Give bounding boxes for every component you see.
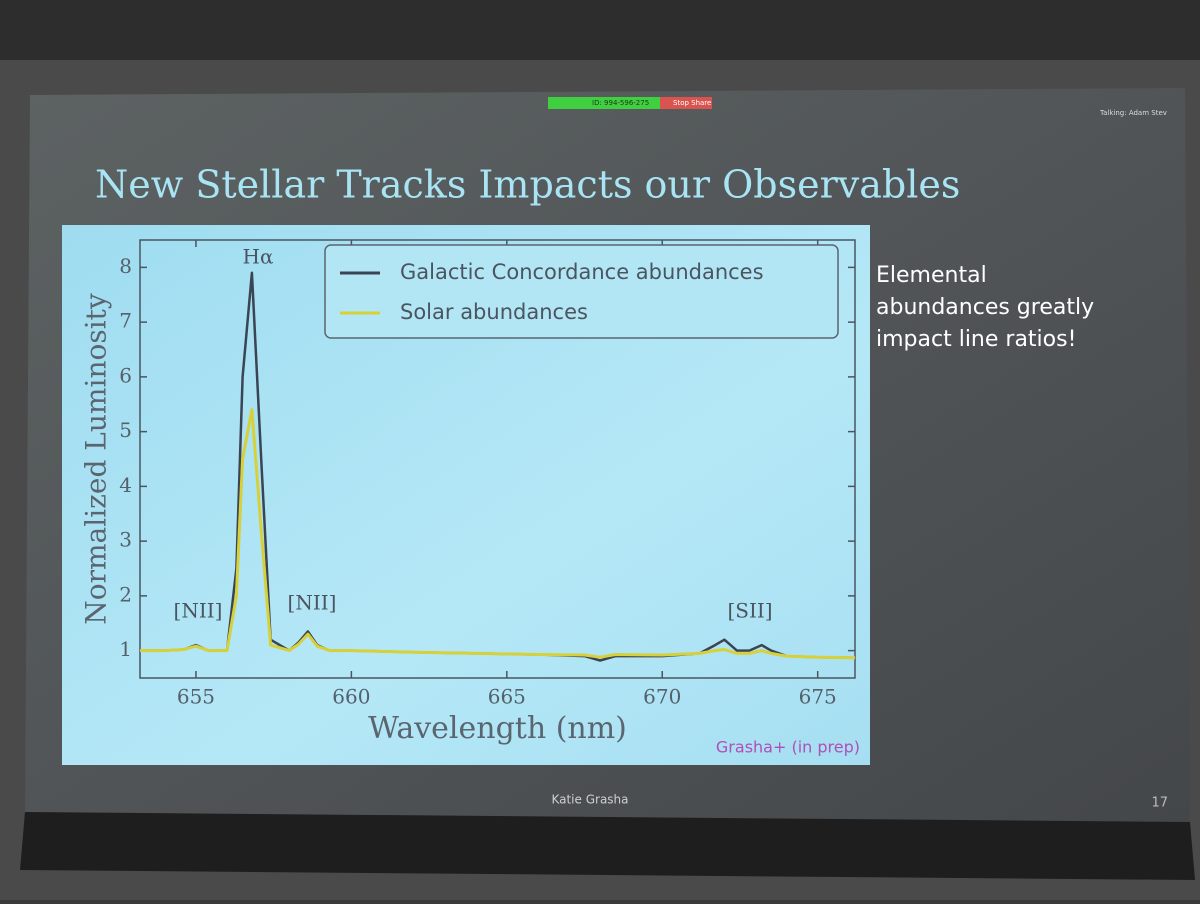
legend-label: Solar abundances <box>400 300 588 324</box>
y-tick-label: 2 <box>119 582 132 606</box>
zoom-id-box <box>548 97 660 109</box>
y-tick-label: 6 <box>119 363 132 387</box>
x-tick-label: 675 <box>799 685 837 709</box>
side-text: Elemental abundances greatly impact line r… <box>876 263 1094 352</box>
chart: 1 2 3 4 5 6 7 8 655 660 665 670 675 Wavelength (nm) No… <box>80 239 860 757</box>
plot-frame <box>139 239 856 679</box>
line-annotation: [NII] <box>288 591 337 615</box>
slide-bottom-bar <box>20 812 1195 880</box>
x-axis-label: Wavelength (nm) <box>368 711 627 746</box>
line-annotation: [SII] <box>727 599 772 623</box>
y-tick-label: 4 <box>119 473 132 497</box>
y-tick-label: 5 <box>119 418 132 442</box>
x-tick-label: 660 <box>332 685 370 709</box>
side-text-line: abundances greatly <box>876 295 1094 320</box>
x-tick-label: 655 <box>177 685 215 709</box>
series-line <box>140 408 856 660</box>
meeting-id: ID: 994-596-275 <box>592 99 649 107</box>
page-number: 17 <box>1151 796 1168 811</box>
side-text-line: impact line ratios! <box>876 327 1076 352</box>
talking-indicator: Talking: Adam Stev <box>1099 109 1167 117</box>
line-annotation: Hα <box>243 245 274 269</box>
y-tick-label: 8 <box>119 254 132 278</box>
x-tick-label: 665 <box>488 685 526 709</box>
legend-box <box>324 244 839 339</box>
stop-share-label[interactable]: Stop Share <box>673 99 711 107</box>
y-tick-label: 1 <box>119 637 132 661</box>
stop-share-button[interactable] <box>660 97 712 109</box>
footer: Katie Grasha <box>551 793 628 807</box>
slide-title: New Stellar Tracks Impacts our Observabl… <box>95 163 960 207</box>
x-tick-label: 670 <box>643 685 681 709</box>
side-text-line: Elemental <box>876 263 987 288</box>
credit: Grasha+ (in prep) <box>716 738 860 757</box>
y-tick-label: 7 <box>119 309 132 333</box>
legend-label: Galactic Concordance abundances <box>400 260 764 284</box>
y-axis-label: Normalized Luminosity <box>80 293 113 625</box>
y-tick-label: 3 <box>119 528 132 552</box>
line-annotation: [NII] <box>174 599 223 623</box>
screen-top <box>0 0 1200 60</box>
